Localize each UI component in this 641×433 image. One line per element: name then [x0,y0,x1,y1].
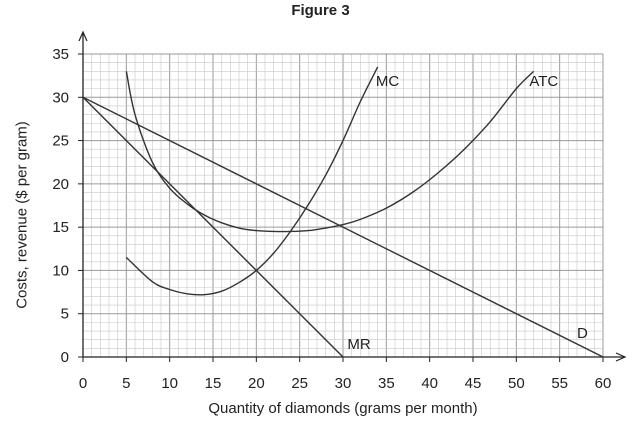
x-tick-label: 50 [508,375,525,392]
x-tick-label: 15 [205,375,222,392]
y-tick-label: 0 [61,349,69,366]
curve-label-mc: MC [376,73,399,90]
x-tick-label: 35 [378,375,395,392]
x-axis-arrow [615,352,627,362]
series-line-atc [125,70,535,233]
curve-label-atc: ATC [529,73,558,90]
chart-axes [78,30,627,362]
x-tick-label: 55 [551,375,568,392]
x-tick-label: 0 [79,375,87,392]
y-tick-label: 20 [52,176,69,193]
x-tick-label: 25 [291,375,308,392]
y-tick-label: 25 [52,133,69,150]
y-tick-label: 5 [61,306,69,323]
x-tick-label: 5 [122,375,130,392]
y-tick-label: 15 [52,219,69,236]
chart-annotations: MC ATC MR D [347,73,588,353]
series-line-mr [82,96,344,358]
x-tick-label: 30 [335,375,352,392]
series-line-d [82,96,604,358]
y-tick-label: 35 [52,46,69,63]
x-tick-label: 10 [161,375,178,392]
chart-ticks: 0 5 10 15 20 25 30 35 40 45 50 55 60 0 5 10 15 20 25 30 35 [52,46,611,392]
x-tick-label: 60 [595,375,612,392]
y-axis-arrow [78,30,88,42]
curve-label-mr: MR [347,336,370,353]
curve-label-d: D [577,325,588,342]
x-tick-label: 45 [465,375,482,392]
y-axis-label: Costs, revenue ($ per gram) [13,121,31,309]
x-tick-label: 40 [421,375,438,392]
y-tick-label: 30 [52,89,69,106]
series-line-mc [125,66,379,296]
chart-grid [82,53,604,358]
x-axis-label: Quantity of diamonds (grams per month) [208,400,478,417]
y-tick-label: 10 [52,262,69,279]
chart-title: Figure 3 [291,2,350,19]
x-tick-label: 20 [248,375,265,392]
chart-curves [82,66,604,358]
